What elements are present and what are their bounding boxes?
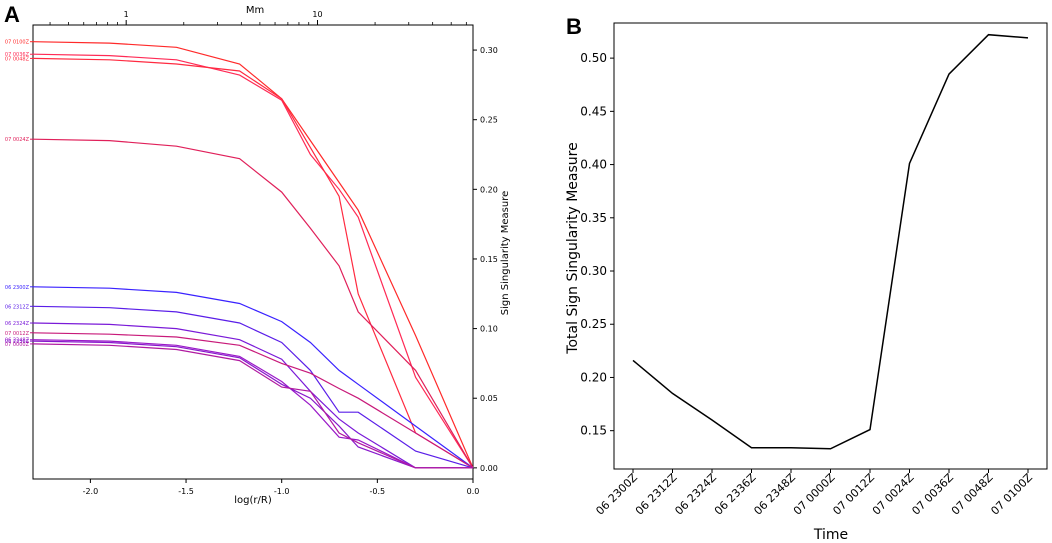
top-tick-label: 10: [312, 10, 322, 19]
chart-a-frame: [32, 24, 474, 480]
chart-a-series: [32, 41, 474, 469]
panel-letter-a: A: [4, 2, 20, 27]
chart-a-y-ticks: 0.00 0.05 0.10 0.15 0.20 0.25 0.30: [473, 46, 498, 473]
x-tick-label: 07 0100Z: [988, 471, 1035, 518]
x-tick-label: 07 0012Z: [830, 471, 877, 518]
series-line: [32, 343, 473, 469]
y-tick-label: 0.30: [480, 46, 498, 55]
series-label: 07 0000Z: [5, 342, 30, 348]
chart-b-ylabel: Total Sign Singularity Measure: [565, 142, 581, 354]
y-tick-label: 0.20: [580, 370, 607, 384]
chart-a-top-ticks: 1 10: [49, 10, 467, 25]
series-line: [32, 339, 473, 469]
series-label: 07 0100Z: [5, 40, 30, 46]
chart-a-top-label: Mm: [246, 5, 264, 16]
series-label: 06 2336Z: [5, 339, 30, 345]
x-tick-label: 06 2324Z: [672, 471, 719, 518]
y-tick-label: 0.15: [480, 255, 498, 264]
total-measure-line: [632, 33, 1029, 450]
series-line: [32, 332, 474, 469]
chart-b-xlabel: Time: [813, 527, 848, 543]
series-label: 07 0012Z: [5, 331, 30, 337]
x-tick-label: 0.0: [467, 487, 480, 496]
y-tick-label: 0.40: [580, 158, 607, 172]
series-label: 06 2324Z: [5, 321, 30, 327]
y-tick-label: 0.15: [580, 424, 607, 438]
chart-b-y-ticks: 0.15 0.20 0.25 0.30 0.35 0.40 0.45 0.50: [580, 51, 614, 438]
y-tick-label: 0.45: [580, 104, 607, 118]
series-line: [32, 41, 474, 469]
series-label: 07 0024Z: [5, 137, 30, 143]
y-tick-label: 0.00: [480, 464, 498, 473]
series-label: 06 2300Z: [5, 285, 30, 291]
chart-b-frame: [613, 22, 1048, 470]
x-tick-label: 06 2312Z: [633, 471, 680, 518]
chart-a-ylabel: Sign Singularity Measure: [500, 191, 511, 315]
series-label: 07 0048Z: [5, 56, 30, 62]
x-tick-label: 06 2348Z: [751, 471, 798, 518]
series-line: [32, 286, 474, 469]
x-tick-label: 07 0024Z: [870, 471, 917, 518]
y-tick-label: 0.10: [480, 325, 498, 334]
y-tick-label: 0.35: [580, 211, 607, 225]
x-tick-label: 06 2300Z: [593, 471, 640, 518]
chart-a: -2.0 -1.5 -1.0 -0.5 0.0 0.00 0.05 0.10 0.15 0.20…: [5, 5, 511, 506]
y-tick-label: 0.50: [580, 51, 607, 65]
x-tick-label: 06 2336Z: [712, 471, 759, 518]
y-tick-label: 0.05: [480, 394, 498, 403]
x-tick-label: -0.5: [370, 487, 386, 496]
panel-letter-b: B: [566, 14, 582, 39]
series-line: [32, 340, 473, 469]
series-label: 07 0036Z: [5, 52, 30, 58]
top-tick-label: 1: [124, 10, 129, 19]
series-label: 06 2348Z: [5, 338, 30, 344]
x-tick-label: -1.0: [274, 487, 290, 496]
series-line: [32, 57, 474, 469]
y-tick-label: 0.20: [480, 185, 498, 194]
x-tick-label: 07 0036Z: [909, 471, 956, 518]
series-label: 06 2312Z: [5, 304, 30, 310]
y-tick-label: 0.25: [580, 317, 607, 331]
x-tick-label: 07 0000Z: [791, 471, 838, 518]
chart-a-x-ticks: -2.0 -1.5 -1.0 -0.5 0.0: [83, 479, 480, 496]
x-tick-label: -1.5: [178, 487, 194, 496]
series-line: [32, 138, 474, 469]
chart-b-series: [632, 33, 1029, 450]
y-tick-label: 0.25: [480, 116, 498, 125]
chart-a-xlabel: log(r/R): [234, 495, 272, 506]
x-tick-label: 07 0048Z: [949, 471, 996, 518]
series-line: [32, 322, 473, 469]
series-line: [32, 53, 474, 469]
y-tick-label: 0.30: [580, 264, 607, 278]
series-line: [32, 305, 474, 469]
x-tick-label: -2.0: [83, 487, 99, 496]
